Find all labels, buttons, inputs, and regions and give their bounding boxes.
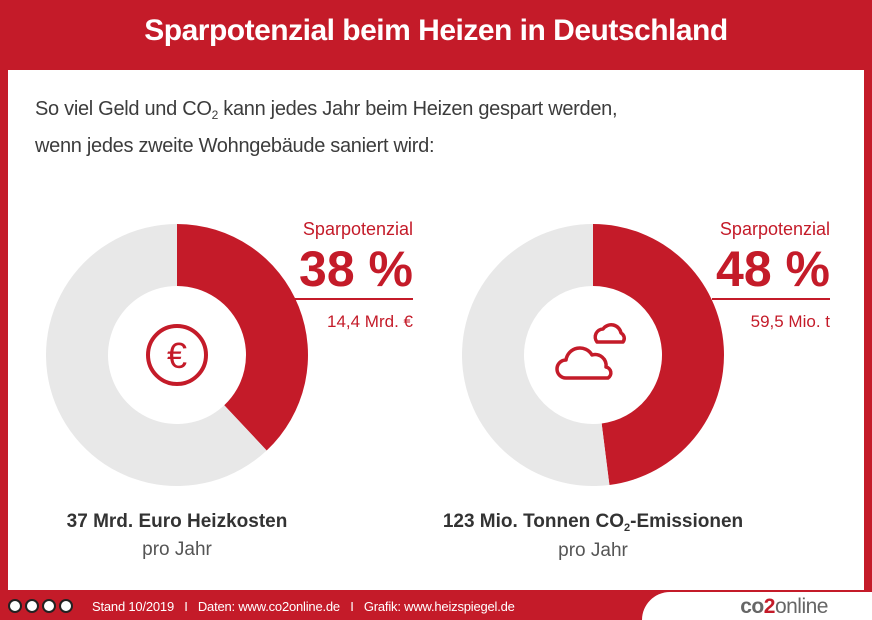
savings-label-co2: Sparpotenzial 48 % 59,5 Mio. t <box>630 219 830 332</box>
nd-icon <box>59 599 73 613</box>
svg-text:€: € <box>167 335 187 376</box>
intro-sub: 2 <box>211 108 219 122</box>
cc-icon <box>8 599 22 613</box>
caption-sub: pro Jahr <box>142 539 212 560</box>
clouds-icon <box>555 323 626 380</box>
caption-subscript: 2 <box>624 522 631 534</box>
divider <box>295 298 413 300</box>
savings-label-heating: Sparpotenzial 38 % 14,4 Mrd. € <box>213 219 413 332</box>
footer-text: Stand 10/2019 I Daten: www.co2online.de … <box>92 599 515 614</box>
percent-value: 48 % <box>716 241 830 297</box>
page-title: Sparpotenzial beim Heizen in Deutschland <box>144 14 728 47</box>
donut-slice-savings <box>177 224 308 451</box>
donut-slice-remainder <box>462 224 610 486</box>
caption-sub: pro Jahr <box>558 540 628 561</box>
license-icons <box>8 599 73 613</box>
nc-icon <box>42 599 56 613</box>
caption-main: 123 Mio. Tonnen CO2-Emissionen <box>393 511 793 534</box>
divider <box>712 298 830 300</box>
label-title: Sparpotenzial <box>302 219 413 239</box>
intro-text: So viel Geld und CO2 kann jedes Jahr bei… <box>35 94 618 162</box>
intro-line1b: kann jedes Jahr beim Heizen gespart werd… <box>218 98 618 120</box>
intro-line1a: So viel Geld und CO <box>35 98 212 120</box>
absolute-value: 14,4 Mrd. € <box>327 312 413 331</box>
caption-a: 123 Mio. Tonnen CO <box>442 511 625 532</box>
caption-b: -Emissionen <box>630 511 744 532</box>
label-title: Sparpotenzial <box>719 219 830 239</box>
co2online-logo: co2online <box>740 595 828 618</box>
donut-slice-savings <box>593 224 725 485</box>
donut-slice-remainder <box>45 224 267 486</box>
footer: Stand 10/2019 I Daten: www.co2online.de … <box>0 592 872 620</box>
intro-line2: wenn jedes zweite Wohngebäude saniert wi… <box>35 135 435 157</box>
euro-icon: € <box>146 324 208 386</box>
by-icon <box>25 599 39 613</box>
caption-co2: 123 Mio. Tonnen CO2-Emissionen pro Jahr <box>393 511 793 562</box>
caption-heating: 37 Mrd. Euro Heizkosten pro Jahr <box>0 511 377 561</box>
percent-value: 38 % <box>299 241 413 297</box>
caption-main: 37 Mrd. Euro Heizkosten <box>66 511 288 532</box>
logo-area <box>642 592 872 620</box>
absolute-value: 59,5 Mio. t <box>750 312 830 331</box>
